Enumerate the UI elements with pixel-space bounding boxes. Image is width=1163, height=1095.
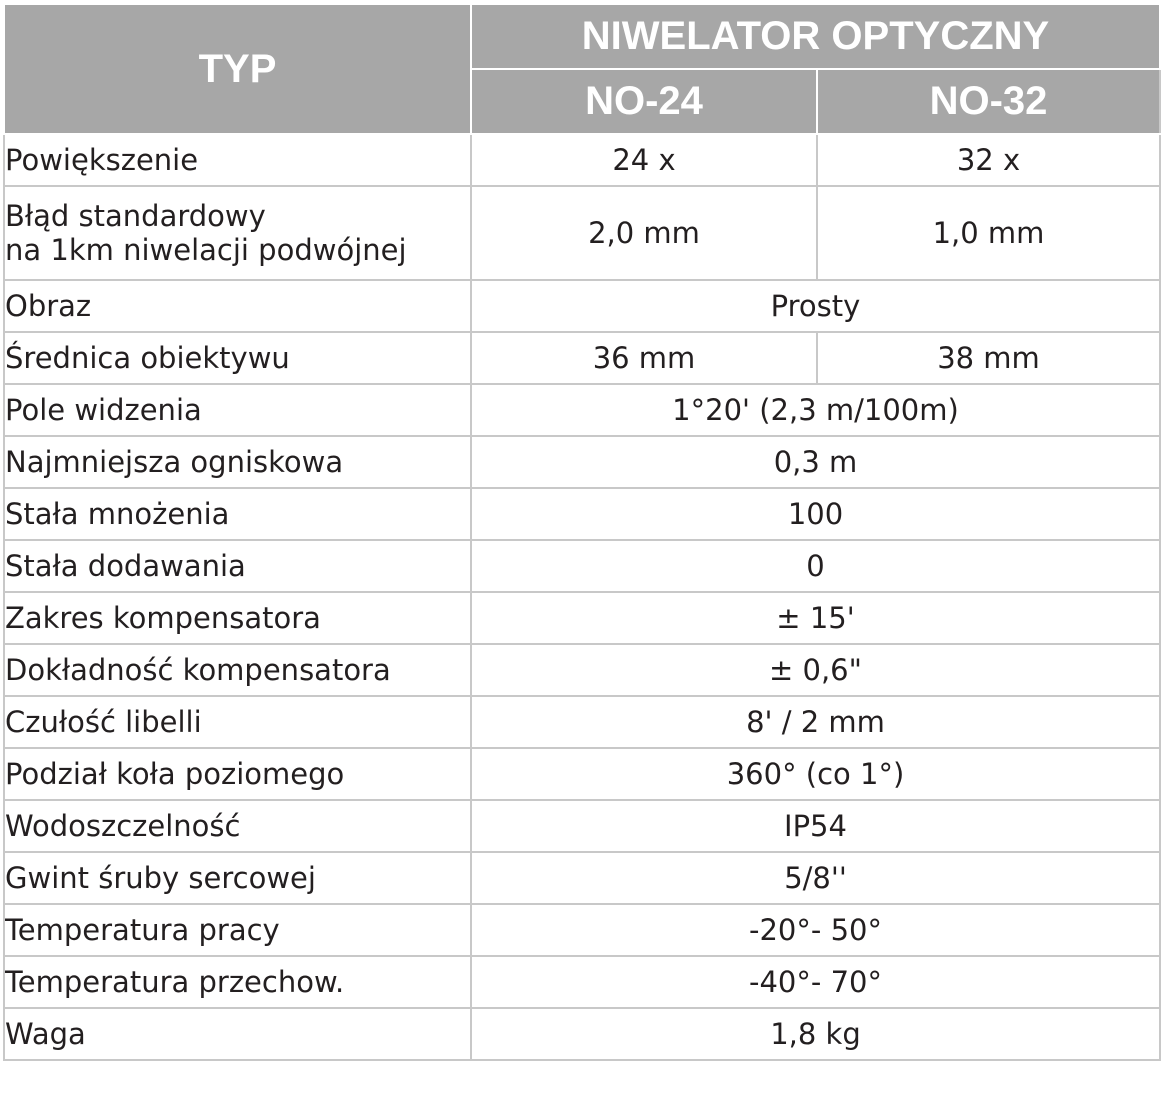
table-row: Najmniejsza ogniskowa 0,3 m: [3, 435, 1161, 489]
table-row: Pole widzenia 1°20' (2,3 m/100m): [3, 383, 1161, 437]
row-value-shared: Prosty: [470, 279, 1161, 333]
row-label: Powiększenie: [3, 133, 472, 187]
table-row: Średnica obiektywu 36 mm 38 mm: [3, 331, 1161, 385]
row-label-line: Błąd standardowy: [5, 199, 266, 233]
table-row: Błąd standardowy na 1km niwelacji podwój…: [3, 185, 1161, 281]
row-value-shared: 0: [470, 539, 1161, 593]
row-label: Temperatura pracy: [3, 903, 472, 957]
table-row: Dokładność kompensatora ± 0,6": [3, 643, 1161, 697]
row-label: Pole widzenia: [3, 383, 472, 437]
model-header-no32: NO-32: [816, 68, 1161, 135]
row-value-shared: ± 0,6": [470, 643, 1161, 697]
table-row: Zakres kompensatora ± 15': [3, 591, 1161, 645]
table-row: Podział koła poziomego 360° (co 1°): [3, 747, 1161, 801]
table-row: Stała dodawania 0: [3, 539, 1161, 593]
row-label: Wodoszczelność: [3, 799, 472, 853]
table-row: Obraz Prosty: [3, 279, 1161, 333]
row-label-line: na 1km niwelacji podwójnej: [5, 233, 407, 267]
row-label: Obraz: [3, 279, 472, 333]
table-row: Waga 1,8 kg: [3, 1007, 1161, 1061]
row-label: Stała dodawania: [3, 539, 472, 593]
row-value-shared: 1°20' (2,3 m/100m): [470, 383, 1161, 437]
row-value-shared: 5/8'': [470, 851, 1161, 905]
row-label: Stała mnożenia: [3, 487, 472, 541]
row-label: Najmniejsza ogniskowa: [3, 435, 472, 489]
row-value-no32: 1,0 mm: [816, 185, 1161, 281]
row-label: Waga: [3, 1007, 472, 1061]
row-value-shared: 0,3 m: [470, 435, 1161, 489]
row-label: Zakres kompensatora: [3, 591, 472, 645]
row-value-shared: 8' / 2 mm: [470, 695, 1161, 749]
row-value-shared: 100: [470, 487, 1161, 541]
row-value-shared: IP54: [470, 799, 1161, 853]
table-row: Temperatura pracy -20°- 50°: [3, 903, 1161, 957]
row-value-shared: 1,8 kg: [470, 1007, 1161, 1061]
device-group-header: NIWELATOR OPTYCZNY: [470, 3, 1161, 70]
row-label: Temperatura przechow.: [3, 955, 472, 1009]
row-value-shared: -40°- 70°: [470, 955, 1161, 1009]
table-row: Stała mnożenia 100: [3, 487, 1161, 541]
row-value-shared: ± 15': [470, 591, 1161, 645]
table-row: Temperatura przechow. -40°- 70°: [3, 955, 1161, 1009]
row-label: Gwint śruby sercowej: [3, 851, 472, 905]
type-header: TYP: [3, 3, 472, 135]
row-value-no32: 38 mm: [816, 331, 1161, 385]
row-value-no24: 2,0 mm: [470, 185, 818, 281]
row-label: Czułość libelli: [3, 695, 472, 749]
table-row: Powiększenie 24 x 32 x: [3, 133, 1161, 187]
spec-table: TYP NIWELATOR OPTYCZNY NO-24 NO-32 Powię…: [3, 3, 1161, 1061]
row-label: Dokładność kompensatora: [3, 643, 472, 697]
table-row: Gwint śruby sercowej 5/8'': [3, 851, 1161, 905]
row-value-shared: -20°- 50°: [470, 903, 1161, 957]
model-header-no24: NO-24: [470, 68, 818, 135]
row-value-no24: 36 mm: [470, 331, 818, 385]
row-value-no24: 24 x: [470, 133, 818, 187]
row-label: Błąd standardowy na 1km niwelacji podwój…: [3, 185, 472, 281]
table-row: Wodoszczelność IP54: [3, 799, 1161, 853]
row-label: Średnica obiektywu: [3, 331, 472, 385]
row-value-shared: 360° (co 1°): [470, 747, 1161, 801]
row-value-no32: 32 x: [816, 133, 1161, 187]
row-label: Podział koła poziomego: [3, 747, 472, 801]
table-row: Czułość libelli 8' / 2 mm: [3, 695, 1161, 749]
